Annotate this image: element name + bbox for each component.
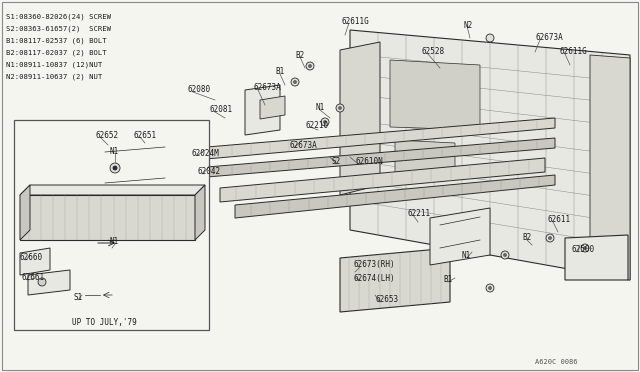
Polygon shape xyxy=(350,30,630,280)
Text: 62651: 62651 xyxy=(133,131,156,140)
Bar xyxy=(14,120,209,330)
Polygon shape xyxy=(260,96,285,119)
Polygon shape xyxy=(340,248,450,312)
Circle shape xyxy=(321,118,329,126)
Text: B2:08117-02037 (2) BOLT: B2:08117-02037 (2) BOLT xyxy=(6,50,107,57)
Circle shape xyxy=(308,64,312,67)
Text: N1: N1 xyxy=(462,251,471,260)
Text: B2: B2 xyxy=(522,234,531,243)
Text: N1: N1 xyxy=(110,237,119,247)
Polygon shape xyxy=(20,185,205,195)
Polygon shape xyxy=(590,55,630,280)
Text: S1:08360-82026(24) SCREW: S1:08360-82026(24) SCREW xyxy=(6,14,111,20)
Circle shape xyxy=(548,237,552,240)
Text: 62024M: 62024M xyxy=(192,148,220,157)
Text: 62610N: 62610N xyxy=(355,157,383,167)
Polygon shape xyxy=(95,142,175,194)
Text: B1: B1 xyxy=(443,276,452,285)
Text: N1: N1 xyxy=(315,103,324,112)
Text: A620C 0086: A620C 0086 xyxy=(535,359,577,365)
Text: UP TO JULY,'79: UP TO JULY,'79 xyxy=(72,317,137,327)
Text: B2: B2 xyxy=(295,51,304,60)
Circle shape xyxy=(323,121,326,124)
Polygon shape xyxy=(195,138,555,178)
Text: 62611G: 62611G xyxy=(342,17,370,26)
Text: S2:08363-61657(2)  SCREW: S2:08363-61657(2) SCREW xyxy=(6,26,111,32)
Polygon shape xyxy=(245,85,280,135)
Text: 62673(RH): 62673(RH) xyxy=(353,260,395,269)
Text: 62211: 62211 xyxy=(408,208,431,218)
Text: S1: S1 xyxy=(74,294,83,302)
Polygon shape xyxy=(395,140,455,175)
Polygon shape xyxy=(235,175,555,218)
Text: 62661: 62661 xyxy=(22,273,45,282)
Text: 62611G: 62611G xyxy=(560,48,588,57)
Circle shape xyxy=(486,284,494,292)
Circle shape xyxy=(339,106,342,109)
Text: 62081: 62081 xyxy=(210,106,233,115)
Polygon shape xyxy=(195,185,205,240)
Polygon shape xyxy=(195,118,555,160)
Text: 62500: 62500 xyxy=(572,246,595,254)
Text: 62673A: 62673A xyxy=(290,141,317,150)
Text: 62653: 62653 xyxy=(375,295,398,305)
Text: N2: N2 xyxy=(463,20,472,29)
Text: B1:08117-02537 (6) BOLT: B1:08117-02537 (6) BOLT xyxy=(6,38,107,45)
Circle shape xyxy=(501,251,509,259)
Circle shape xyxy=(294,80,296,83)
Text: 62660: 62660 xyxy=(20,253,43,263)
Circle shape xyxy=(38,278,46,286)
Text: N1: N1 xyxy=(110,148,119,157)
Text: 62528: 62528 xyxy=(422,48,445,57)
Text: 62673A: 62673A xyxy=(253,83,281,93)
Circle shape xyxy=(584,247,586,250)
Polygon shape xyxy=(20,195,195,240)
Text: 62652: 62652 xyxy=(95,131,118,140)
Text: 62080: 62080 xyxy=(188,86,211,94)
Circle shape xyxy=(110,163,120,173)
Polygon shape xyxy=(20,185,30,240)
Circle shape xyxy=(581,244,589,252)
Circle shape xyxy=(113,166,117,170)
Polygon shape xyxy=(340,42,380,195)
Text: 62674(LH): 62674(LH) xyxy=(353,273,395,282)
Polygon shape xyxy=(565,235,628,280)
Text: 62673A: 62673A xyxy=(535,33,563,42)
Circle shape xyxy=(504,253,506,257)
Text: 62611: 62611 xyxy=(548,215,571,224)
Text: N1:08911-10837 (12)NUT: N1:08911-10837 (12)NUT xyxy=(6,62,102,68)
Text: 62210: 62210 xyxy=(305,121,328,129)
Text: S2: S2 xyxy=(332,157,341,167)
Circle shape xyxy=(336,104,344,112)
Circle shape xyxy=(488,286,492,289)
Circle shape xyxy=(486,34,494,42)
Circle shape xyxy=(306,62,314,70)
Polygon shape xyxy=(430,208,490,265)
Circle shape xyxy=(546,234,554,242)
Polygon shape xyxy=(28,270,70,295)
Polygon shape xyxy=(390,60,480,130)
Polygon shape xyxy=(20,248,50,275)
Circle shape xyxy=(291,78,299,86)
Text: B1: B1 xyxy=(275,67,284,77)
Polygon shape xyxy=(220,158,545,202)
Text: 62042: 62042 xyxy=(198,167,221,176)
Text: N2:08911-10637 (2) NUT: N2:08911-10637 (2) NUT xyxy=(6,74,102,80)
